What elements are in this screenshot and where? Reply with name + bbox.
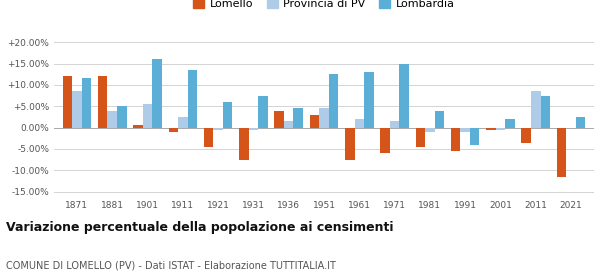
Bar bbox=[345, 128, 355, 160]
Bar bbox=[152, 59, 162, 128]
Text: Variazione percentuale della popolazione ai censimenti: Variazione percentuale della popolazione… bbox=[6, 221, 394, 234]
Bar bbox=[133, 125, 143, 128]
Bar bbox=[188, 70, 197, 128]
Bar bbox=[380, 128, 390, 153]
Bar bbox=[284, 121, 293, 128]
Text: COMUNE DI LOMELLO (PV) - Dati ISTAT - Elaborazione TUTTITALIA.IT: COMUNE DI LOMELLO (PV) - Dati ISTAT - El… bbox=[6, 261, 336, 271]
Bar bbox=[541, 95, 550, 128]
Bar bbox=[223, 102, 232, 128]
Bar bbox=[98, 76, 107, 128]
Bar bbox=[390, 121, 400, 128]
Bar bbox=[460, 128, 470, 132]
Bar bbox=[310, 115, 319, 128]
Bar bbox=[521, 128, 531, 143]
Bar bbox=[400, 64, 409, 128]
Legend: Lomello, Provincia di PV, Lombardia: Lomello, Provincia di PV, Lombardia bbox=[189, 0, 459, 13]
Bar bbox=[72, 91, 82, 128]
Bar bbox=[239, 128, 248, 160]
Bar bbox=[274, 111, 284, 128]
Bar bbox=[258, 95, 268, 128]
Bar bbox=[557, 128, 566, 177]
Bar bbox=[451, 128, 460, 151]
Bar bbox=[486, 128, 496, 130]
Bar bbox=[496, 128, 505, 130]
Bar bbox=[82, 78, 91, 128]
Bar bbox=[319, 108, 329, 128]
Bar bbox=[178, 117, 188, 128]
Bar bbox=[416, 128, 425, 147]
Bar bbox=[204, 128, 214, 147]
Bar bbox=[117, 106, 127, 128]
Bar bbox=[248, 128, 258, 130]
Bar bbox=[355, 119, 364, 128]
Bar bbox=[62, 76, 72, 128]
Bar bbox=[425, 128, 434, 132]
Bar bbox=[169, 128, 178, 132]
Bar bbox=[505, 119, 515, 128]
Bar bbox=[214, 128, 223, 130]
Bar bbox=[143, 104, 152, 128]
Bar bbox=[470, 128, 479, 145]
Bar bbox=[107, 111, 117, 128]
Bar bbox=[293, 108, 303, 128]
Bar bbox=[576, 117, 586, 128]
Bar bbox=[434, 111, 444, 128]
Bar bbox=[329, 74, 338, 128]
Bar bbox=[531, 91, 541, 128]
Bar bbox=[364, 72, 374, 128]
